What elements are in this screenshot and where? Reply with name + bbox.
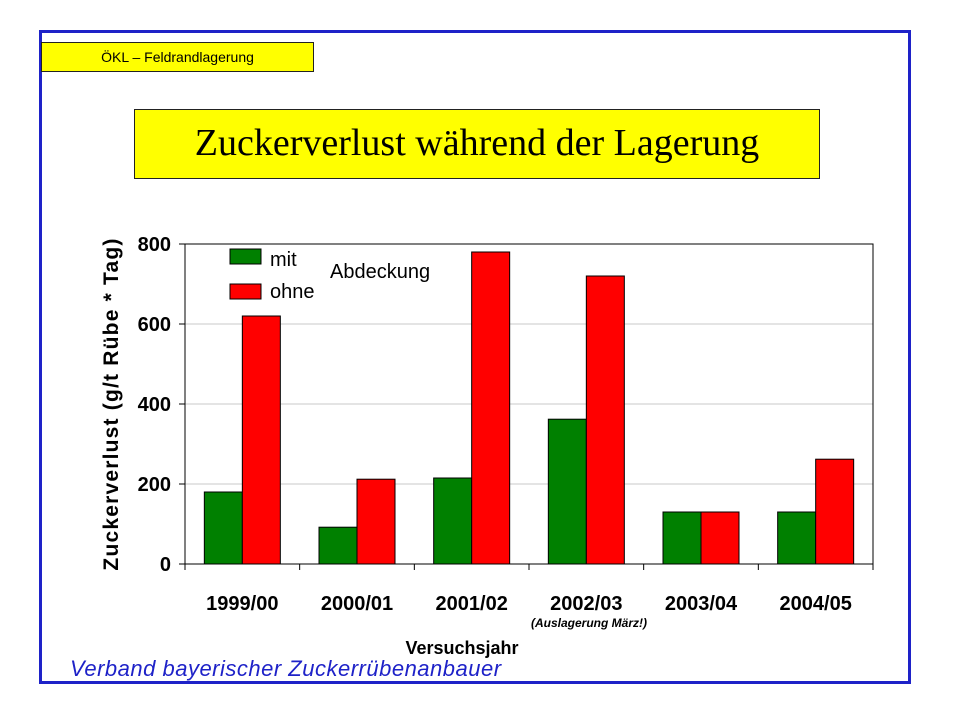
legend-label-mit: mit xyxy=(270,249,297,271)
x-tick-label: 1999/00 xyxy=(206,593,278,615)
y-tick-label: 800 xyxy=(138,234,171,256)
legend-title: Abdeckung xyxy=(330,261,430,283)
bar-ohne-2003-04 xyxy=(700,511,740,565)
y-axis-label: Zuckerverlust (g/t Rübe * Tag) xyxy=(100,237,123,570)
y-tick-label: 600 xyxy=(138,314,171,336)
y-tick-label: 400 xyxy=(138,394,171,416)
x-tick-label: 2004/05 xyxy=(780,593,852,615)
y-axis-ticks: 0 200 400 600 800 xyxy=(138,234,185,576)
legend-swatch-ohne xyxy=(229,283,262,300)
bars xyxy=(203,251,855,565)
bar-mit-2001-02 xyxy=(433,477,473,565)
bar-ohne-1999-00 xyxy=(241,315,281,565)
grid-lines xyxy=(185,323,873,485)
bar-ohne-2004-05 xyxy=(815,458,855,565)
slide-title: Zuckerverlust während der Lagerung xyxy=(134,109,820,179)
source-tag: ÖKL – Feldrandlagerung xyxy=(41,42,314,72)
annotation: (Auslagerung März!) xyxy=(531,616,647,630)
y-tick-label: 0 xyxy=(160,554,171,576)
x-tick-label: 2000/01 xyxy=(321,593,393,615)
bar-mit-2003-04 xyxy=(662,511,702,565)
x-axis-label: Versuchsjahr xyxy=(405,638,518,658)
bar-mit-2004-05 xyxy=(777,511,817,565)
y-tick-label: 200 xyxy=(138,474,171,496)
x-axis-ticks: 1999/00 2000/01 2001/02 2002/03 2003/04 2004/… xyxy=(184,564,874,615)
x-tick-label: 2002/03 xyxy=(550,593,622,615)
legend-swatch-mit xyxy=(229,248,262,265)
x-tick-label: 2003/04 xyxy=(665,593,738,615)
legend-label-ohne: ohne xyxy=(270,281,315,303)
bar-mit-2000-01 xyxy=(318,526,358,565)
x-tick-label: 2001/02 xyxy=(436,593,508,615)
bar-ohne-2001-02 xyxy=(471,251,511,565)
bar-mit-1999-00 xyxy=(203,491,243,565)
bar-ohne-2000-01 xyxy=(356,478,396,565)
bar-mit-2002-03 xyxy=(547,418,587,565)
legend: mit ohne Abdeckung xyxy=(229,248,430,303)
footer-organization: Verband bayerischer Zuckerrübenanbauer xyxy=(70,656,502,681)
bar-ohne-2002-03 xyxy=(585,275,625,565)
